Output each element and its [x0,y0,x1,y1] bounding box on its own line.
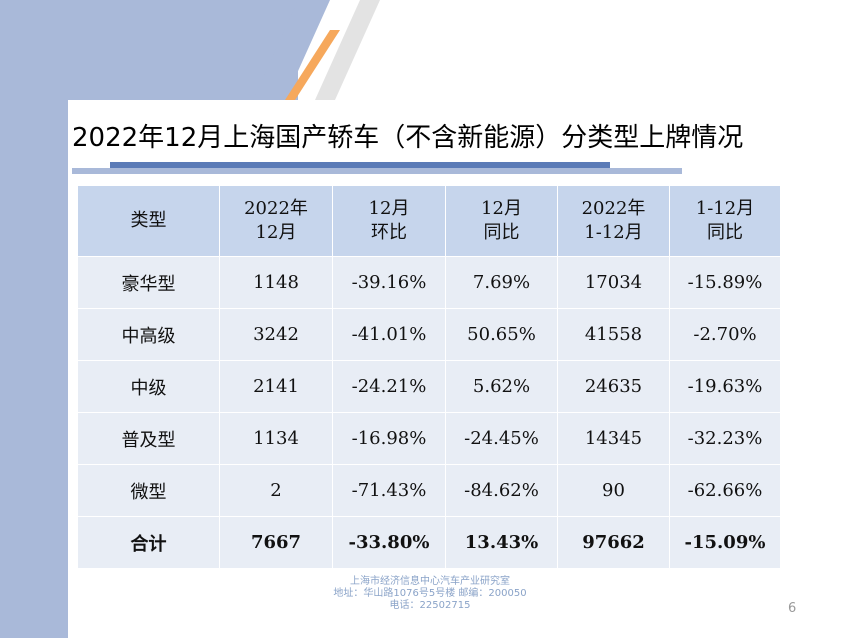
header-dec-yoy: 12月 同比 [445,185,558,257]
cell-dec-volume: 1134 [219,412,333,465]
row-category: 豪华型 [77,256,220,309]
cell-dec-mom: -16.98% [332,412,446,465]
orange-stripe [285,30,340,100]
footer-contact: 上海市经济信息中心汽车产业研究室 地址：华山路1076号5号楼 邮编：20005… [300,576,560,612]
cell-dec-yoy: -24.45% [445,412,558,465]
left-decor-band [0,0,68,638]
row-category: 普及型 [77,412,220,465]
cell-dec-yoy: -84.62% [445,464,558,517]
title-underline-light [72,168,682,174]
footer-phone: 电话：22502715 [389,600,471,611]
cell-ytd-volume: 90 [557,464,670,517]
row-category: 中级 [77,360,220,413]
cell-dec-yoy: 13.43% [445,516,558,569]
cell-dec-mom: -39.16% [332,256,446,309]
cell-ytd-yoy: -62.66% [669,464,781,517]
cell-dec-volume: 2141 [219,360,333,413]
cell-ytd-volume: 14345 [557,412,670,465]
cell-dec-yoy: 50.65% [445,308,558,361]
row-category: 合计 [77,516,220,569]
slide-title: 2022年12月上海国产轿车（不含新能源）分类型上牌情况 [72,123,744,153]
cell-ytd-yoy: -15.89% [669,256,781,309]
cell-dec-mom: -33.80% [332,516,446,569]
cell-dec-mom: -41.01% [332,308,446,361]
registration-table: 类型 2022年 12月 12月 环比 12月 同比 2022年 1-12月 1-12月… [77,185,781,569]
cell-dec-volume: 7667 [219,516,333,569]
header-dec-mom: 12月 环比 [332,185,446,257]
cell-ytd-volume: 97662 [557,516,670,569]
cell-ytd-yoy: -32.23% [669,412,781,465]
header-dec-2022: 2022年 12月 [219,185,333,257]
row-category: 微型 [77,464,220,517]
table-row: 微型 2 -71.43% -84.62% 90 -62.66% [77,464,781,517]
cell-dec-yoy: 5.62% [445,360,558,413]
table-header-row: 类型 2022年 12月 12月 环比 12月 同比 2022年 1-12月 1-12月… [77,185,781,257]
table-row: 中级 2141 -24.21% 5.62% 24635 -19.63% [77,360,781,413]
footer-address: 地址：华山路1076号5号楼 邮编：200050 [333,588,527,599]
header-jan-dec-yoy: 1-12月 同比 [669,185,781,257]
cell-dec-yoy: 7.69% [445,256,558,309]
table-row: 中高级 3242 -41.01% 50.65% 41558 -2.70% [77,308,781,361]
cell-dec-mom: -71.43% [332,464,446,517]
top-decor-band [68,0,298,100]
cell-ytd-yoy: -15.09% [669,516,781,569]
table-total-row: 合计 7667 -33.80% 13.43% 97662 -15.09% [77,516,781,569]
cell-dec-mom: -24.21% [332,360,446,413]
cell-ytd-volume: 24635 [557,360,670,413]
header-type: 类型 [77,185,220,257]
page-number: 6 [788,601,797,616]
table-row: 普及型 1134 -16.98% -24.45% 14345 -32.23% [77,412,781,465]
cell-ytd-yoy: -19.63% [669,360,781,413]
gray-stripe [315,0,380,100]
cell-dec-volume: 1148 [219,256,333,309]
header-jan-dec-2022: 2022年 1-12月 [557,185,670,257]
cell-dec-volume: 2 [219,464,333,517]
cell-ytd-yoy: -2.70% [669,308,781,361]
cell-ytd-volume: 17034 [557,256,670,309]
cell-ytd-volume: 41558 [557,308,670,361]
table-row: 豪华型 1148 -39.16% 7.69% 17034 -15.89% [77,256,781,309]
cell-dec-volume: 3242 [219,308,333,361]
row-category: 中高级 [77,308,220,361]
footer-organization: 上海市经济信息中心汽车产业研究室 [350,576,510,587]
stripe-decoration [253,0,380,100]
title-underline-dark [110,162,610,168]
blue-stripe [253,0,330,100]
